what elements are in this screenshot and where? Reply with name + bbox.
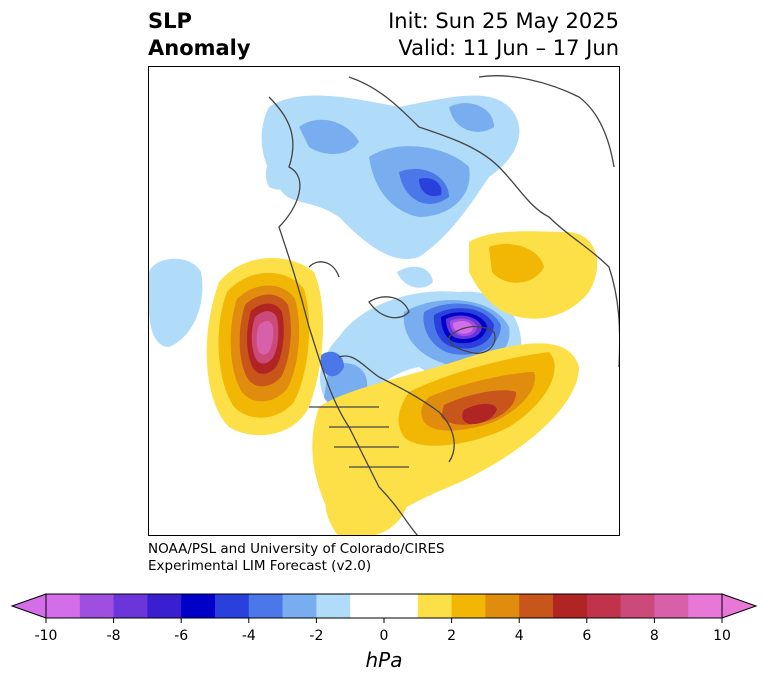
negative-anomaly-small	[397, 266, 433, 288]
colorbar-tick-label: 4	[514, 628, 524, 644]
map-title: SLP Anomaly	[148, 8, 251, 62]
colorbar-tick-label: 0	[379, 628, 389, 644]
credit-line-1: NOAA/PSL and University of Colorado/CIRE…	[148, 541, 445, 557]
colorbar-segment	[248, 594, 284, 618]
colorbar-segment	[282, 594, 317, 618]
valid-range: Valid: 11 Jun – 17 Jun	[398, 36, 619, 60]
colorbar-segment	[485, 594, 520, 618]
colorbar-segment	[384, 594, 419, 618]
colorbar-extend-low	[10, 593, 47, 619]
colorbar-segment	[181, 594, 216, 618]
colorbar-tick-label: -2	[309, 628, 324, 644]
colorbar-tick-label: 2	[447, 628, 457, 644]
colorbar	[10, 593, 758, 623]
negative-anomaly-arctic	[261, 95, 520, 259]
anomaly-map	[148, 66, 620, 536]
positive-anomaly-pacific	[206, 258, 324, 436]
colorbar-segment	[350, 594, 385, 618]
credit-text: NOAA/PSL and University of Colorado/CIRE…	[148, 541, 445, 575]
coastlines	[268, 75, 619, 535]
colorbar-tick-label: 8	[649, 628, 659, 644]
colorbar-segment	[688, 594, 723, 618]
colorbar-segment	[215, 594, 250, 618]
colorbar-segment	[147, 594, 182, 618]
map-svg	[149, 75, 619, 535]
colorbar-segment	[316, 594, 351, 618]
colorbar-segment	[586, 594, 622, 618]
colorbar-tick-label: 10	[713, 628, 731, 644]
credit-line-2: Experimental LIM Forecast (v2.0)	[148, 558, 372, 574]
colorbar-segment	[417, 594, 453, 618]
title-line-1: SLP	[148, 9, 192, 33]
colorbar-tick-label: -8	[106, 628, 121, 644]
colorbar-segment	[113, 594, 148, 618]
colorbar-segment	[79, 594, 115, 618]
colorbar-segment	[553, 594, 588, 618]
colorbar-tick-label: -10	[34, 628, 58, 644]
title-line-2: Anomaly	[148, 36, 251, 60]
positive-anomaly-eurasia	[469, 231, 598, 319]
negative-anomaly-pacific	[149, 258, 203, 347]
colorbar-extend-high	[721, 593, 758, 619]
colorbar-tick-label: -6	[174, 628, 189, 644]
colorbar-segment	[451, 594, 486, 618]
colorbar-tick-label: -4	[241, 628, 256, 644]
colorbar-segment	[519, 594, 554, 618]
colorbar-segment	[620, 594, 655, 618]
colorbar-segment	[654, 594, 689, 618]
colorbar-tick-label: 6	[582, 628, 592, 644]
colorbar-unit-label: hPa	[365, 648, 403, 672]
init-date: Init: Sun 25 May 2025	[388, 9, 619, 33]
forecast-dates: Init: Sun 25 May 2025 Valid: 11 Jun – 17…	[388, 8, 619, 62]
colorbar-segment	[46, 594, 81, 618]
